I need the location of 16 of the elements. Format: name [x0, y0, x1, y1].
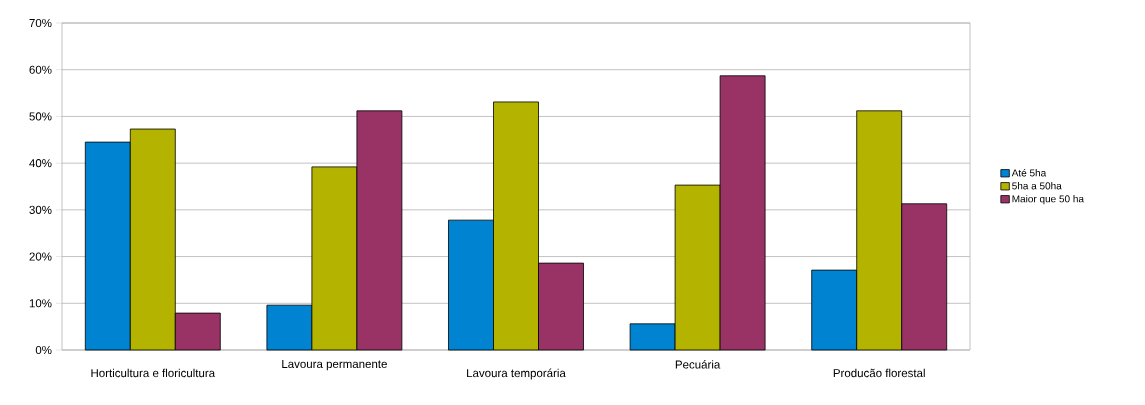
legend-label: Maior que 50 ha [1012, 195, 1084, 205]
legend-label: Até 5ha [1011, 169, 1047, 177]
y-tick-label: 0% [35, 345, 52, 355]
y-tick-label: 20% [29, 252, 52, 261]
x-tick-label: Horticultura e floricultura [91, 368, 216, 378]
y-tick-label: 10% [29, 299, 52, 308]
x-tick-label: Lavoura permanente [282, 360, 387, 371]
y-tick-label: 30% [29, 205, 52, 214]
y-tick-label: 60% [29, 65, 52, 74]
x-tick-label: Pecuária [675, 360, 721, 369]
x-tick-label: Lavoura temporária [467, 368, 566, 380]
y-tick-label: 50% [29, 112, 52, 121]
y-tick-label: 70% [29, 18, 52, 28]
legend-label: 5ha a 50ha [1012, 182, 1062, 190]
x-tick-label: Producão florestal [833, 368, 925, 378]
y-tick-label: 40% [29, 159, 52, 168]
